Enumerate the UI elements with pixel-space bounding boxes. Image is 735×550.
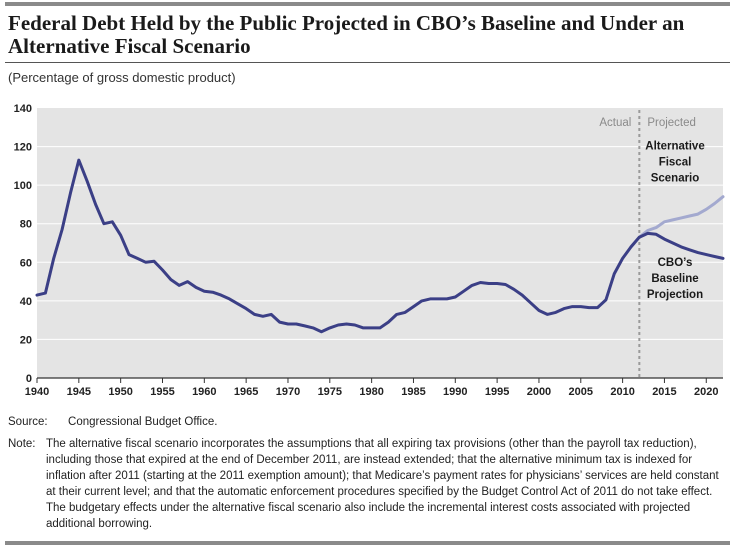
alternative-scenario-label-line: Scenario xyxy=(651,173,700,185)
title-divider xyxy=(5,62,730,63)
x-tick-label: 2005 xyxy=(569,386,593,396)
actual-label: Actual xyxy=(599,117,631,129)
projected-label: Projected xyxy=(647,117,696,129)
source-text: Congressional Budget Office. xyxy=(68,416,218,428)
x-tick-label: 1955 xyxy=(150,386,174,396)
debt-chart: 0 20 40 60 80 100 120 140 1940 1945 1950 1955 1960 19… xyxy=(14,103,725,396)
note-block: Note: The alternative fiscal scenario in… xyxy=(8,436,728,532)
y-tick-label: 0 xyxy=(26,373,32,385)
baseline-label-line: Baseline xyxy=(651,273,698,285)
x-tick-label: 1980 xyxy=(359,386,383,396)
x-tick-label: 1950 xyxy=(108,386,132,396)
alternative-scenario-label-line: Alternative xyxy=(645,141,704,153)
bottom-rule xyxy=(5,541,730,545)
top-rule xyxy=(5,2,730,6)
x-tick-label: 2000 xyxy=(527,386,551,396)
y-tick-label: 60 xyxy=(20,257,32,269)
x-tick-label: 1960 xyxy=(192,386,216,396)
plot-background xyxy=(37,108,723,378)
baseline-label: CBO’s Baseline Projection xyxy=(647,257,703,301)
x-tick-label: 2010 xyxy=(610,386,634,396)
x-tick-label: 1965 xyxy=(234,386,258,396)
x-tick-label: 1985 xyxy=(401,386,425,396)
note-label: Note: xyxy=(8,438,36,450)
x-tick-label: 2020 xyxy=(694,386,718,396)
source-label: Source: xyxy=(8,416,48,428)
y-tick-label: 140 xyxy=(14,103,32,115)
x-tick-label: 1940 xyxy=(25,386,49,396)
x-tick-label: 1990 xyxy=(443,386,467,396)
y-tick-label: 40 xyxy=(20,296,32,308)
y-tick-label: 20 xyxy=(20,334,32,346)
alternative-scenario-label-line: Fiscal xyxy=(659,157,692,169)
baseline-label-line: Projection xyxy=(647,289,703,301)
x-tick-label: 1945 xyxy=(67,386,91,396)
baseline-line xyxy=(35,158,725,334)
note-text: The alternative fiscal scenario incorpor… xyxy=(46,438,719,530)
alternative-scenario-line xyxy=(629,195,725,249)
chart-subtitle: (Percentage of gross domestic product) xyxy=(8,70,236,85)
x-tick-label: 2015 xyxy=(652,386,676,396)
y-tick-label: 120 xyxy=(14,142,32,154)
y-tick-label: 100 xyxy=(14,180,32,192)
x-tick-label: 1995 xyxy=(485,386,509,396)
baseline-label-line: CBO’s xyxy=(658,257,693,269)
x-tick-label: 1975 xyxy=(318,386,342,396)
source-line: Source: Congressional Budget Office. xyxy=(8,416,217,428)
alternative-scenario-label: Alternative Fiscal Scenario xyxy=(645,141,704,185)
chart-title: Federal Debt Held by the Public Projecte… xyxy=(8,11,685,58)
y-tick-label: 80 xyxy=(20,219,32,231)
x-tick-label: 1970 xyxy=(276,386,300,396)
